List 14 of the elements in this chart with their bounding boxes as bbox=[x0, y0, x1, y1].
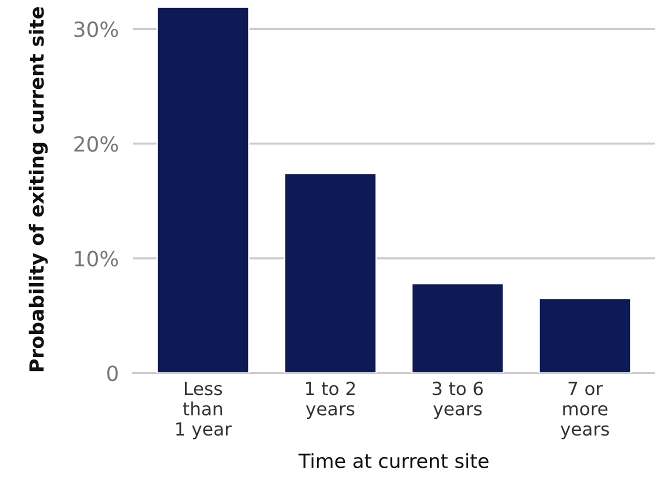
y-tick-label: 20% bbox=[74, 136, 118, 152]
y-tick-label: 0 bbox=[107, 365, 118, 382]
x-tick-label: Less than 1 year bbox=[176, 382, 232, 440]
x-axis-title: Time at current site bbox=[298, 453, 488, 468]
y-tick-label: 30% bbox=[74, 21, 118, 38]
x-tick-label: 3 to 6 years bbox=[432, 382, 483, 420]
bar bbox=[156, 6, 250, 373]
y-axis-title: Probability of exiting current site bbox=[28, 7, 48, 372]
x-tick-label: 1 to 2 years bbox=[306, 382, 355, 420]
x-tick-label: 7 or more years bbox=[560, 382, 609, 440]
y-tick-label: 10% bbox=[75, 250, 118, 267]
bar bbox=[411, 282, 504, 373]
bar bbox=[284, 172, 377, 373]
bar bbox=[538, 298, 632, 373]
